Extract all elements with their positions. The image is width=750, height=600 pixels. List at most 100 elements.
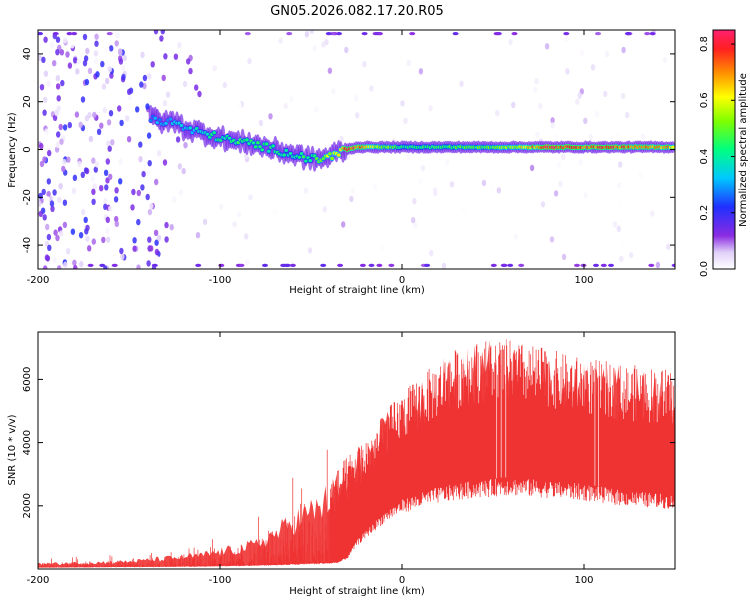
noise-speck bbox=[556, 161, 562, 169]
edge-speck bbox=[99, 263, 106, 267]
noise-speck bbox=[638, 172, 643, 179]
noise-speck bbox=[136, 218, 141, 226]
noise-speck bbox=[52, 60, 57, 67]
noise-speck bbox=[156, 234, 162, 242]
band-core bbox=[157, 118, 162, 122]
noise-speck bbox=[53, 229, 58, 236]
noise-speck bbox=[429, 249, 434, 257]
noise-speck bbox=[558, 180, 563, 188]
y-tick-label: 4000 bbox=[22, 430, 33, 455]
noise-speck bbox=[91, 198, 96, 205]
noise-speck bbox=[529, 164, 535, 172]
noise-speck bbox=[55, 83, 61, 90]
noise-speck bbox=[445, 159, 450, 166]
edge-speck bbox=[244, 31, 251, 36]
figure-title: GN05.2026.082.17.20.R05 bbox=[270, 4, 444, 19]
noise-speck bbox=[413, 222, 418, 229]
y-tick-label: 20 bbox=[22, 95, 33, 108]
edge-speck bbox=[71, 31, 78, 36]
noise-speck bbox=[43, 265, 48, 269]
noise-speck bbox=[141, 170, 146, 178]
edge-speck bbox=[87, 263, 94, 267]
noise-speck bbox=[92, 183, 98, 190]
noise-speck bbox=[303, 187, 308, 194]
noise-speck bbox=[535, 131, 540, 139]
noise-speck bbox=[81, 208, 86, 216]
noise-speck bbox=[138, 141, 143, 148]
edge-speck bbox=[337, 263, 344, 267]
noise-speck bbox=[78, 121, 83, 128]
noise-speck bbox=[46, 80, 51, 87]
edge-speck bbox=[195, 263, 202, 267]
noise-speck bbox=[108, 110, 114, 117]
noise-speck bbox=[115, 31, 120, 39]
noise-speck bbox=[145, 103, 150, 110]
noise-speck bbox=[247, 58, 252, 65]
edge-speck bbox=[507, 263, 514, 267]
noise-speck bbox=[49, 42, 55, 49]
noise-speck bbox=[135, 106, 140, 113]
noise-speck bbox=[411, 216, 416, 224]
noise-speck bbox=[106, 119, 112, 126]
y-tick-label: -40 bbox=[22, 237, 33, 253]
edge-speck bbox=[511, 31, 518, 36]
colorbar-tick-label: 0.0 bbox=[699, 261, 710, 277]
noise-speck bbox=[272, 208, 277, 216]
noise-speck bbox=[105, 158, 111, 165]
noise-speck bbox=[149, 245, 154, 252]
noise-speck bbox=[52, 114, 58, 122]
noise-speck bbox=[373, 183, 378, 190]
noise-speck bbox=[49, 200, 55, 207]
noise-speck bbox=[102, 107, 108, 114]
noise-speck bbox=[78, 232, 84, 239]
edge-speck bbox=[493, 31, 500, 36]
edge-speck bbox=[574, 263, 580, 267]
noise-speck bbox=[74, 111, 80, 118]
noise-speck bbox=[489, 184, 494, 192]
noise-speck bbox=[619, 255, 624, 262]
noise-speck bbox=[52, 189, 57, 196]
noise-speck bbox=[58, 183, 63, 190]
noise-speck bbox=[95, 71, 100, 78]
edge-speck bbox=[608, 263, 614, 267]
noise-speck bbox=[153, 229, 159, 236]
snr-frame bbox=[37, 331, 676, 570]
noise-speck bbox=[140, 184, 145, 191]
y-tick-label: 2000 bbox=[22, 493, 33, 518]
edge-speck bbox=[595, 31, 601, 36]
noise-speck bbox=[575, 98, 580, 105]
noise-speck bbox=[105, 46, 110, 53]
noise-speck bbox=[212, 65, 217, 72]
noise-speck bbox=[87, 245, 92, 252]
noise-speck bbox=[147, 73, 152, 80]
noise-speck bbox=[577, 92, 582, 99]
noise-speck bbox=[583, 117, 588, 125]
noise-speck bbox=[75, 68, 80, 75]
noise-speck bbox=[432, 187, 438, 194]
noise-speck bbox=[39, 160, 45, 168]
edge-speck bbox=[644, 31, 651, 36]
noise-speck bbox=[583, 192, 588, 199]
y-tick-label: -20 bbox=[22, 189, 33, 205]
edge-speck bbox=[563, 31, 570, 36]
band-core bbox=[264, 142, 269, 146]
noise-speck bbox=[42, 214, 47, 221]
noise-speck bbox=[94, 33, 99, 40]
y-tick-label: 40 bbox=[22, 48, 33, 61]
noise-speck bbox=[403, 117, 408, 125]
band-core bbox=[212, 131, 216, 135]
noise-speck bbox=[38, 200, 42, 207]
noise-speck bbox=[120, 253, 125, 260]
noise-speck bbox=[55, 141, 60, 149]
noise-speck bbox=[50, 205, 55, 212]
noise-speck bbox=[56, 95, 61, 102]
edge-speck bbox=[336, 31, 342, 36]
noise-speck bbox=[113, 196, 119, 203]
edge-speck bbox=[518, 263, 525, 267]
noise-speck bbox=[56, 131, 61, 138]
noise-speck bbox=[441, 262, 447, 269]
noise-speck bbox=[94, 40, 99, 47]
noise-speck bbox=[339, 135, 344, 143]
noise-speck bbox=[616, 225, 621, 232]
noise-speck bbox=[355, 112, 360, 119]
